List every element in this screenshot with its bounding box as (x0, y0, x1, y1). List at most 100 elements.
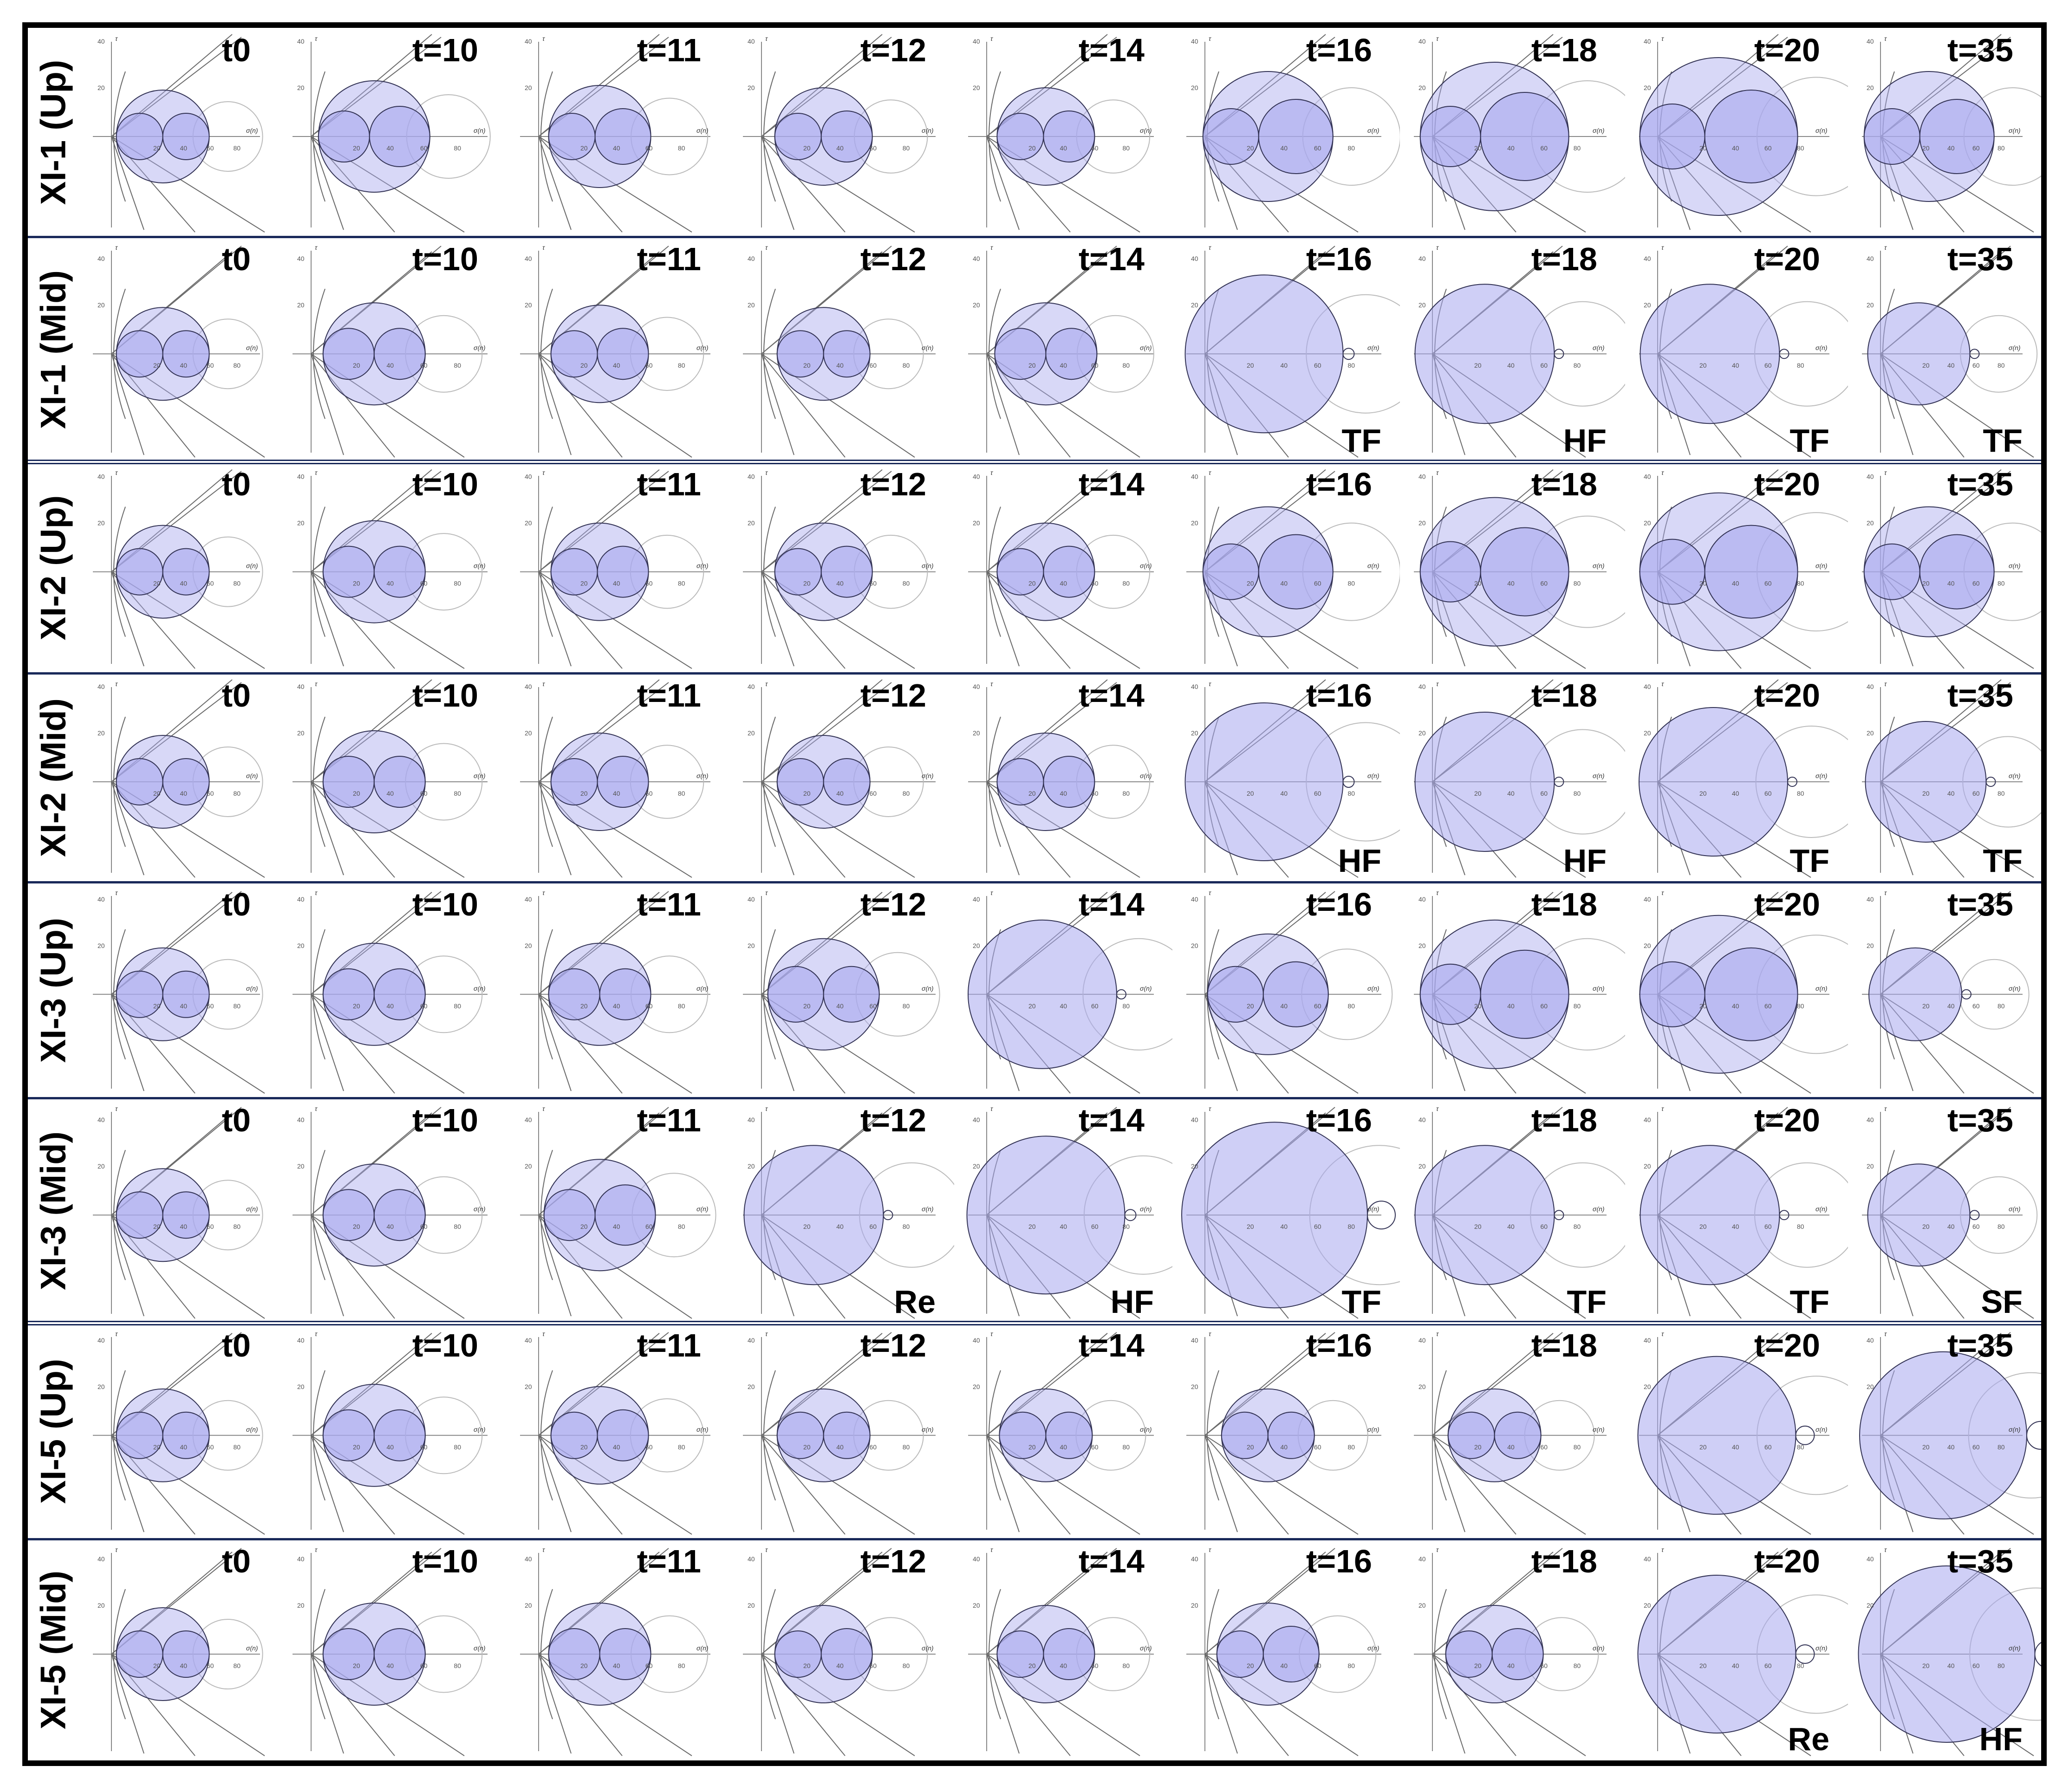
x-tick-label: 20 (1247, 362, 1254, 369)
y-tick-label: 20 (748, 942, 755, 949)
envelope-cap (313, 71, 325, 202)
x-tick-label: 60 (1314, 580, 1321, 587)
x-tick-label: 60 (420, 1662, 428, 1669)
mohr-circle-large (1043, 1628, 1095, 1681)
mohr-circle-small (1202, 543, 1259, 600)
mohr-panel: 20 40 60 80 20 40 σ(n) τ t=16 (1172, 28, 1400, 237)
mohr-diagram: 20 40 60 80 20 40 σ(n) τ (520, 1105, 716, 1319)
time-label: t0 (221, 677, 251, 714)
sigma-axis-label: σ(n) (246, 562, 258, 570)
mohr-circle-large (373, 1409, 426, 1461)
y-tick-label: 40 (1191, 1555, 1198, 1563)
mohr-diagram: 20 40 60 80 20 40 σ(n) τ (743, 34, 936, 233)
tau-axis-label: τ (315, 469, 318, 476)
tau-axis-label: τ (315, 35, 318, 42)
x-tick-label: 20 (1699, 580, 1707, 587)
envelope-line (761, 1332, 892, 1436)
mohr-circle-small (322, 1409, 375, 1461)
x-tick-label: 40 (1281, 1002, 1288, 1010)
mohr-diagram: 20 40 60 80 20 40 σ(n) τ (1639, 889, 1848, 1094)
mohr-circle-small (996, 1630, 1044, 1678)
y-tick-label: 40 (973, 1337, 980, 1344)
time-label: t=16 (1306, 677, 1372, 714)
x-tick-label: 20 (580, 362, 588, 369)
envelope-cap (540, 506, 553, 637)
row-separator (28, 1097, 2041, 1099)
mohr-panel: 20 40 60 80 20 40 σ(n) τ t=16 TF (1172, 237, 1400, 462)
mohr-circle-small (322, 756, 375, 808)
y-tick-label: 40 (973, 1116, 980, 1123)
envelope-line (761, 682, 892, 782)
sigma-axis-label: σ(n) (696, 127, 709, 134)
mohr-diagram: 20 40 60 80 20 40 σ(n) τ (968, 1330, 1154, 1535)
y-tick-label: 40 (1644, 38, 1651, 45)
y-tick-label: 40 (973, 683, 980, 690)
envelope-line (986, 781, 1020, 876)
mohr-circle-large (1480, 92, 1569, 181)
mohr-circle-small (1447, 1411, 1495, 1459)
x-tick-label: 80 (1997, 1443, 2005, 1451)
row-label-cell: XI-1 (Mid) (28, 237, 79, 462)
figure-frame: XI-1 (Up) 20 40 60 80 20 40 σ(n) τ t0 20 40 60 80 20 40… (22, 22, 2047, 1766)
y-tick-label: 40 (98, 1555, 105, 1563)
mohr-circle-large (820, 110, 873, 162)
mohr-circle-small (116, 758, 163, 805)
mohr-diagram: 20 40 60 80 20 40 σ(n) τ (520, 889, 710, 1094)
tau-axis-label: τ (765, 1546, 768, 1553)
y-tick-label: 40 (98, 255, 105, 262)
tau-axis-label: τ (1209, 244, 1211, 251)
y-tick-label: 20 (525, 1602, 532, 1609)
failure-mode-label: Re (894, 1284, 936, 1320)
x-tick-label: 40 (1507, 1002, 1515, 1010)
x-tick-label: 60 (1764, 144, 1772, 152)
mohr-circle-small (322, 545, 375, 598)
mohr-diagram: 20 40 60 80 20 40 σ(n) τ (293, 1546, 488, 1756)
time-label: t=11 (637, 1327, 701, 1363)
y-tick-label: 40 (1867, 1116, 1874, 1123)
x-tick-label: 40 (1732, 1443, 1739, 1451)
mohr-panel: 20 40 60 80 20 40 σ(n) τ t=16 TF (1172, 1098, 1400, 1323)
time-label: t=16 (1306, 886, 1372, 922)
x-tick-label: 40 (613, 1662, 620, 1669)
tau-axis-label: τ (1884, 680, 1887, 688)
time-label: t0 (221, 1102, 251, 1138)
mohr-panel: 20 40 60 80 20 40 σ(n) τ t0 (79, 462, 279, 673)
y-tick-label: 40 (973, 896, 980, 903)
envelope-line (111, 353, 144, 455)
row-label: XI-5 (Mid) (33, 1570, 73, 1729)
mohr-circle-small (322, 1189, 375, 1241)
mohr-panel: 20 40 60 80 20 40 σ(n) τ t=12 (729, 1539, 954, 1760)
tau-axis-label: τ (765, 35, 768, 42)
x-tick-label: 80 (678, 1443, 685, 1451)
time-label: t=10 (412, 466, 478, 502)
x-tick-label: 60 (870, 362, 877, 369)
time-label: t=35 (1947, 1102, 2013, 1138)
x-tick-label: 80 (1123, 1662, 1130, 1669)
envelope-cap (540, 716, 553, 847)
x-tick-label: 60 (1091, 1443, 1099, 1451)
mohr-diagram: 20 40 60 80 20 40 σ(n) τ (1862, 1105, 2038, 1319)
y-tick-label: 20 (1191, 1602, 1198, 1609)
x-tick-label: 80 (1997, 1223, 2005, 1230)
x-tick-label: 60 (1091, 1223, 1099, 1230)
y-tick-label: 20 (973, 301, 980, 309)
envelope-cap (763, 1370, 776, 1501)
envelope-line (1432, 1654, 1465, 1754)
x-tick-label: 40 (387, 790, 394, 797)
x-tick-label: 40 (1281, 144, 1288, 152)
time-label: t=35 (1947, 1543, 2013, 1579)
y-tick-label: 20 (297, 729, 305, 737)
y-tick-label: 40 (297, 896, 305, 903)
y-tick-label: 40 (973, 255, 980, 262)
envelope-line (311, 136, 344, 230)
mohr-circle-large (823, 758, 871, 805)
row-label-cell: XI-5 (Mid) (28, 1539, 79, 1760)
sigma-axis-label: σ(n) (1367, 1426, 1379, 1433)
x-tick-label: 80 (678, 1223, 685, 1230)
y-tick-label: 20 (98, 1602, 105, 1609)
envelope-line (111, 1654, 144, 1754)
mohr-diagram: 20 40 60 80 20 40 σ(n) τ (1414, 34, 1625, 233)
mohr-circle-tiny (2026, 1421, 2041, 1450)
x-tick-label: 20 (1028, 580, 1036, 587)
envelope-cap (540, 1370, 553, 1501)
